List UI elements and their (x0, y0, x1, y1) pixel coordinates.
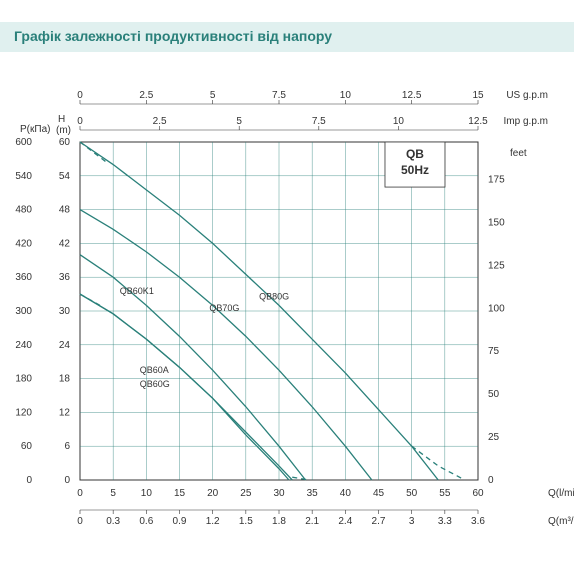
svg-text:1.8: 1.8 (272, 516, 286, 527)
svg-text:60: 60 (59, 137, 71, 148)
svg-text:QB: QB (406, 147, 424, 161)
svg-text:125: 125 (488, 260, 505, 271)
svg-text:150: 150 (488, 217, 505, 228)
svg-text:0: 0 (26, 475, 32, 486)
svg-text:75: 75 (488, 346, 500, 357)
svg-text:H: H (58, 114, 65, 125)
svg-text:1.2: 1.2 (206, 516, 220, 527)
svg-text:10: 10 (393, 116, 405, 127)
svg-text:480: 480 (15, 205, 32, 216)
svg-text:QB60G: QB60G (140, 379, 170, 389)
svg-text:2.1: 2.1 (305, 516, 319, 527)
svg-text:240: 240 (15, 340, 32, 351)
svg-text:2.5: 2.5 (153, 116, 167, 127)
svg-text:0: 0 (64, 475, 70, 486)
svg-text:0: 0 (77, 116, 83, 127)
svg-text:420: 420 (15, 238, 32, 249)
performance-chart: QB80GQB70GQB60K1QB60AQB60G05101520253035… (0, 70, 574, 570)
svg-text:6: 6 (64, 441, 70, 452)
svg-text:540: 540 (15, 171, 32, 182)
svg-text:55: 55 (439, 488, 451, 499)
svg-text:3.6: 3.6 (471, 516, 485, 527)
svg-text:5: 5 (210, 90, 216, 101)
svg-text:35: 35 (307, 488, 319, 499)
svg-text:2.7: 2.7 (372, 516, 386, 527)
chart-title: Графік залежності продуктивності від нап… (0, 22, 574, 50)
svg-text:30: 30 (273, 488, 285, 499)
svg-text:0: 0 (77, 516, 83, 527)
svg-text:1.5: 1.5 (239, 516, 253, 527)
svg-text:12.5: 12.5 (468, 116, 488, 127)
svg-text:2.4: 2.4 (338, 516, 352, 527)
svg-text:7.5: 7.5 (312, 116, 326, 127)
svg-text:15: 15 (472, 90, 484, 101)
svg-text:36: 36 (59, 272, 71, 283)
svg-text:5: 5 (110, 488, 116, 499)
svg-text:24: 24 (59, 340, 71, 351)
svg-text:feet: feet (510, 148, 527, 159)
svg-text:30: 30 (59, 306, 71, 317)
svg-text:100: 100 (488, 303, 505, 314)
chart-title-bar: Графік залежності продуктивності від нап… (0, 22, 574, 52)
svg-text:20: 20 (207, 488, 219, 499)
svg-text:0.3: 0.3 (106, 516, 120, 527)
svg-text:18: 18 (59, 374, 71, 385)
svg-text:QB70G: QB70G (209, 303, 239, 313)
svg-text:Imp g.p.m: Imp g.p.m (504, 116, 548, 127)
svg-text:QB60K1: QB60K1 (120, 286, 154, 296)
svg-text:Q(l/min): Q(l/min) (548, 488, 574, 499)
svg-text:48: 48 (59, 205, 71, 216)
svg-text:0.6: 0.6 (139, 516, 153, 527)
svg-text:50Hz: 50Hz (401, 163, 429, 177)
svg-text:0.9: 0.9 (173, 516, 187, 527)
svg-text:54: 54 (59, 171, 71, 182)
svg-text:0: 0 (488, 475, 494, 486)
svg-text:Q(m³/h): Q(m³/h) (548, 516, 574, 527)
svg-text:(m): (m) (56, 125, 71, 136)
svg-text:120: 120 (15, 407, 32, 418)
svg-text:42: 42 (59, 238, 71, 249)
svg-text:300: 300 (15, 306, 32, 317)
svg-text:175: 175 (488, 175, 505, 186)
svg-text:5: 5 (236, 116, 242, 127)
svg-text:60: 60 (21, 441, 33, 452)
svg-text:180: 180 (15, 374, 32, 385)
svg-text:7.5: 7.5 (272, 90, 286, 101)
svg-text:QB60A: QB60A (140, 365, 169, 375)
svg-text:3: 3 (409, 516, 415, 527)
svg-text:360: 360 (15, 272, 32, 283)
svg-text:50: 50 (488, 389, 500, 400)
svg-text:60: 60 (472, 488, 484, 499)
svg-text:50: 50 (406, 488, 418, 499)
svg-text:600: 600 (15, 137, 32, 148)
svg-text:QB80G: QB80G (259, 292, 289, 302)
svg-text:US g.p.m: US g.p.m (506, 90, 548, 101)
svg-text:2.5: 2.5 (139, 90, 153, 101)
svg-text:10: 10 (340, 90, 352, 101)
svg-text:0: 0 (77, 90, 83, 101)
svg-text:15: 15 (174, 488, 186, 499)
svg-text:40: 40 (340, 488, 352, 499)
svg-text:45: 45 (373, 488, 385, 499)
svg-text:0: 0 (77, 488, 83, 499)
svg-text:3.3: 3.3 (438, 516, 452, 527)
svg-text:12.5: 12.5 (402, 90, 422, 101)
svg-text:10: 10 (141, 488, 153, 499)
svg-text:12: 12 (59, 407, 71, 418)
svg-text:25: 25 (240, 488, 252, 499)
svg-text:25: 25 (488, 432, 500, 443)
svg-text:P(кПа): P(кПа) (20, 124, 50, 135)
